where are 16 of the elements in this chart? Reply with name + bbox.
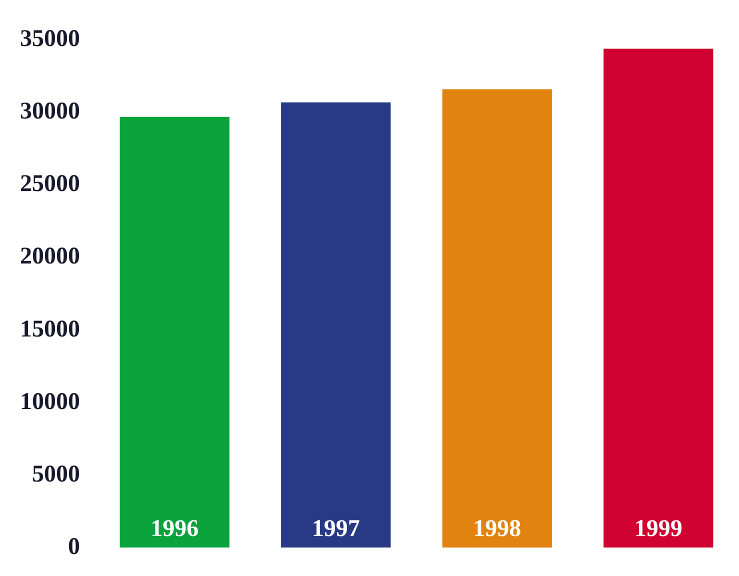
bar <box>120 116 230 548</box>
bar <box>442 89 552 548</box>
y-tick-label: 20000 <box>20 244 80 270</box>
y-tick-label: 35000 <box>20 26 80 52</box>
y-tick-label: 15000 <box>20 316 80 342</box>
x-tick-label: 1996 <box>150 516 199 542</box>
x-tick-label: 1999 <box>634 516 682 542</box>
y-tick-label: 10000 <box>20 388 80 415</box>
x-tick-label: 1997 <box>312 516 360 542</box>
bar <box>604 48 714 548</box>
y-tick-label: 25000 <box>20 171 80 198</box>
y-tick-label: 30000 <box>20 98 80 125</box>
x-tick-label: 1998 <box>473 516 522 542</box>
bar <box>281 102 391 548</box>
y-tick-label: 5000 <box>32 461 80 488</box>
y-tick-label: 0 <box>68 534 80 560</box>
